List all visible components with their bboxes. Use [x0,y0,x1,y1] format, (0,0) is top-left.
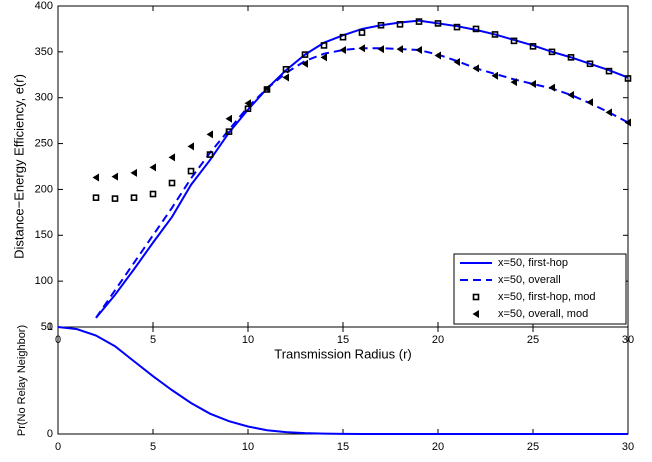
y-tick-label: 400 [35,0,53,12]
marker-square [491,31,499,38]
marker-square [472,25,480,33]
marker-triangle [605,108,612,117]
marker-triangle [187,142,194,151]
x-tick-label: 0 [55,441,61,453]
x-axis-label: Transmission Radius (r) [274,346,412,361]
marker-square [225,128,233,135]
marker-square [434,20,442,27]
legend-swatch [472,310,479,318]
marker-square [548,48,556,56]
legend-label: x=50, first-hop [498,257,568,269]
marker-square [586,60,594,68]
y-tick-label: 150 [35,229,53,241]
marker-square [244,105,252,113]
marker-triangle [282,73,289,82]
marker-triangle [149,163,156,172]
y-axis-label: Pr(No Relay Neighbor) [16,325,28,436]
marker-triangle [529,79,536,88]
marker-square [605,67,613,75]
y-tick-label: 350 [35,46,53,58]
y-tick-label: 250 [35,137,53,149]
legend-label: x=50, overall [498,274,561,286]
marker-square [510,37,518,45]
y-tick-label: 300 [35,92,53,104]
marker-triangle [396,45,403,54]
x-tick-label: 10 [242,334,254,346]
marker-triangle [548,83,555,92]
marker-triangle [92,173,99,182]
marker-triangle [244,99,251,108]
marker-square [130,194,138,201]
marker-square [567,54,575,61]
marker-triangle [301,59,308,68]
x-tick-label: 20 [432,441,444,453]
marker-triangle [111,172,118,181]
series-line [95,19,629,319]
y-tick-label: 200 [35,183,53,195]
y-axis-label: Distance−Energy Efficiency, e(r) [11,74,26,259]
legend-label: x=50, overall, mod [498,308,588,320]
marker-square [149,190,157,198]
marker-triangle [510,78,517,87]
marker-square [529,43,537,50]
y-tick-label: 0 [47,428,53,440]
marker-square [339,33,347,41]
marker-triangle [320,53,327,62]
x-tick-label: 20 [432,334,444,346]
marker-triangle [434,51,441,60]
x-tick-label: 25 [527,334,539,346]
marker-square [168,179,176,187]
marker-square [92,194,100,201]
marker-triangle [472,64,479,73]
x-tick-label: 25 [527,441,539,453]
marker-square [396,21,404,28]
legend-box [453,253,627,325]
marker-triangle [453,57,460,66]
y-tick-label: 50 [41,321,53,333]
marker-square [377,21,385,29]
x-tick-label: 10 [242,441,254,453]
marker-square [282,65,290,73]
x-tick-label: 15 [337,334,349,346]
marker-triangle [415,46,422,55]
x-tick-label: 5 [150,441,156,453]
marker-triangle [130,168,137,177]
marker-triangle [567,90,574,99]
x-tick-label: 30 [622,441,634,453]
marker-triangle [624,118,631,127]
x-tick-label: 15 [337,441,349,453]
marker-triangle [206,130,213,139]
marker-triangle [339,46,346,55]
y-tick-label: 1 [47,321,53,333]
marker-triangle [263,84,270,93]
marker-square [320,42,328,49]
series-line [57,326,628,435]
marker-triangle [225,114,232,123]
x-tick-label: 5 [150,334,156,346]
y-tick-label: 100 [35,275,53,287]
marker-square [301,51,309,58]
marker-triangle [358,44,365,53]
marker-square [624,75,632,82]
marker-triangle [586,98,593,107]
marker-square [453,23,461,31]
marker-square [111,195,119,202]
marker-square [206,151,214,158]
marker-triangle [168,153,175,162]
legend-label: x=50, first-hop, mod [498,291,596,303]
marker-triangle [377,45,384,54]
legend-swatch [472,293,480,301]
marker-square [187,167,195,175]
marker-square [358,29,366,36]
marker-square [415,18,423,25]
marker-triangle [491,71,498,80]
